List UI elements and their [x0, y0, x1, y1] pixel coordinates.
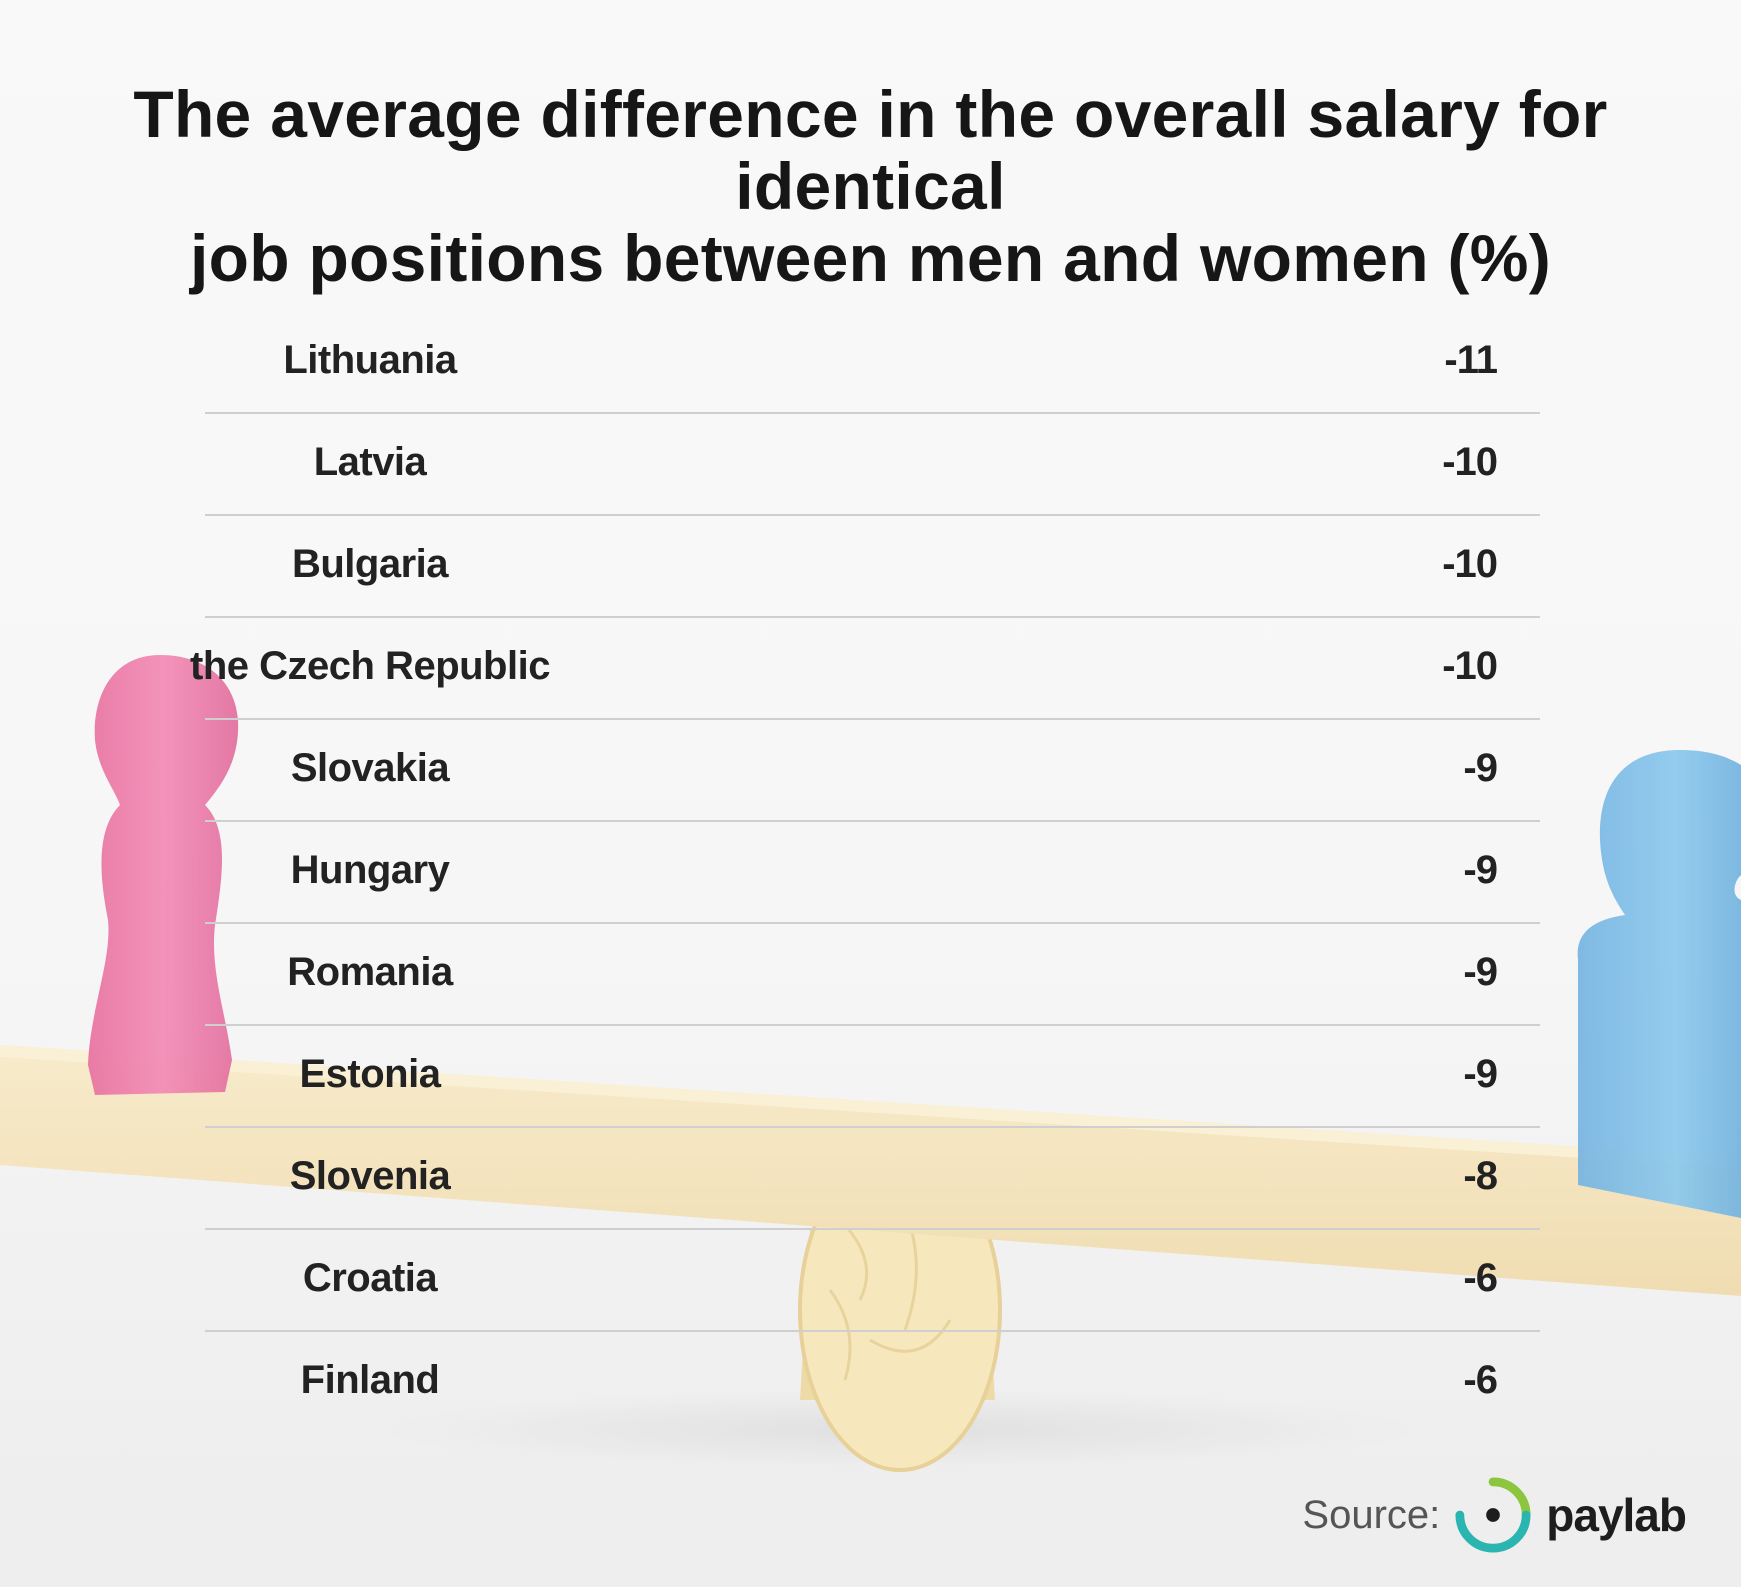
- row-divider: [205, 1228, 1540, 1230]
- row-country-label: the Czech Republic: [190, 644, 550, 688]
- row-country-label: Bulgaria: [291, 542, 449, 586]
- row-divider: [205, 1126, 1540, 1128]
- paylab-logo-icon: [1455, 1477, 1531, 1553]
- source-label: Source:: [1302, 1492, 1441, 1537]
- seesaw-board: [0, 1045, 1741, 1296]
- row-divider: [205, 616, 1540, 618]
- row-divider: [205, 514, 1540, 516]
- row-value-label: -8: [1463, 1154, 1498, 1198]
- row-country-label: Lithuania: [283, 338, 457, 382]
- row-divider: [205, 1330, 1540, 1332]
- row-country-label: Finland: [300, 1358, 440, 1402]
- row-country-label: Slovenia: [289, 1154, 451, 1198]
- source-attribution: Source: paylab: [1302, 1475, 1687, 1555]
- row-value-label: -10: [1442, 440, 1498, 484]
- title-line-2: job positions between men and women (%): [189, 221, 1552, 295]
- row-country-label: Hungary: [290, 848, 450, 892]
- row-value-label: -9: [1463, 848, 1498, 892]
- row-value-label: -9: [1463, 1052, 1498, 1096]
- pink-figure: [88, 655, 239, 1095]
- row-value-label: -6: [1463, 1358, 1498, 1402]
- row-value-label: -6: [1463, 1256, 1498, 1300]
- row-country-label: Slovakia: [290, 746, 450, 790]
- row-value-label: -10: [1442, 644, 1498, 688]
- row-value-label: -11: [1444, 338, 1498, 382]
- row-divider: [205, 1024, 1540, 1026]
- row-country-label: Croatia: [302, 1256, 438, 1300]
- row-country-label: Romania: [287, 950, 453, 994]
- blue-figure: [1577, 750, 1741, 1218]
- chart-title: The average difference in the overall sa…: [0, 78, 1741, 294]
- row-country-label: Estonia: [299, 1052, 441, 1096]
- row-divider: [205, 718, 1540, 720]
- row-value-label: -9: [1463, 746, 1498, 790]
- title-line-1: The average difference in the overall sa…: [133, 77, 1608, 223]
- row-divider: [205, 820, 1540, 822]
- row-value-label: -10: [1442, 542, 1498, 586]
- row-divider: [205, 922, 1540, 924]
- row-divider: [205, 412, 1540, 414]
- row-value-label: -9: [1463, 950, 1498, 994]
- row-country-label: Latvia: [313, 440, 427, 484]
- paylab-brand: paylab: [1546, 1489, 1687, 1541]
